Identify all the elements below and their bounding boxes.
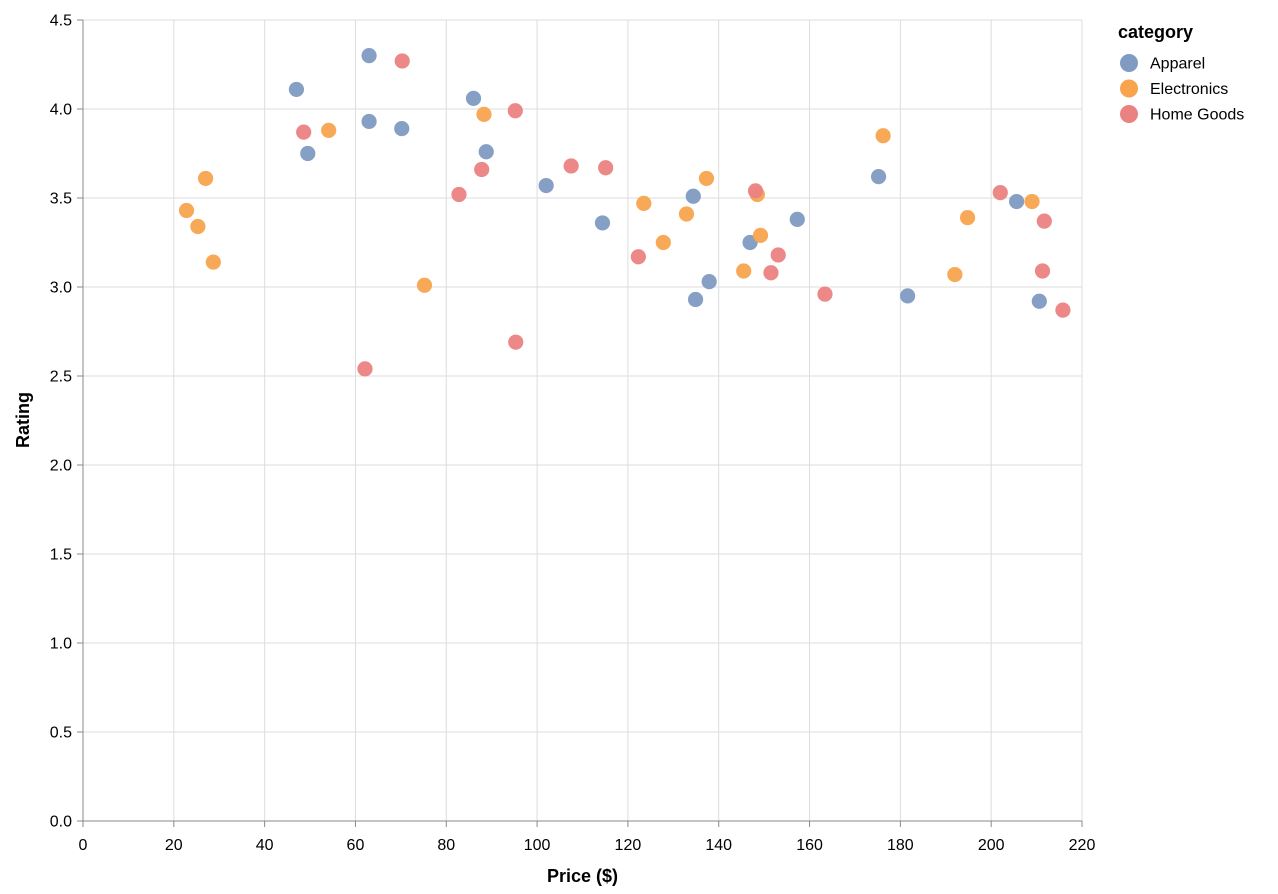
data-point xyxy=(959,209,976,226)
y-tick-label: 2.5 xyxy=(50,369,72,386)
data-points xyxy=(178,48,1071,377)
data-point xyxy=(476,106,492,122)
data-point xyxy=(416,277,433,293)
y-tick-label: 3.0 xyxy=(50,280,72,297)
legend-label: Apparel xyxy=(1150,56,1205,73)
x-tick-label: 140 xyxy=(705,837,732,854)
data-point xyxy=(465,90,482,106)
data-point xyxy=(1024,193,1040,210)
data-point xyxy=(563,158,579,174)
y-tick-label: 0.0 xyxy=(50,814,72,831)
data-point xyxy=(296,124,312,140)
data-point xyxy=(300,145,316,162)
x-tick-label: 200 xyxy=(978,837,1005,854)
x-tick-label: 60 xyxy=(347,837,365,854)
y-tick-label: 4.0 xyxy=(50,102,72,119)
legend: category Apparel Electronics Home Goods xyxy=(1118,22,1244,124)
x-tick-label: 100 xyxy=(524,837,551,854)
data-point xyxy=(789,211,805,227)
x-axis-title: Price ($) xyxy=(547,866,618,886)
legend-symbol xyxy=(1120,54,1138,72)
data-point xyxy=(678,206,695,222)
axes: 0 20 40 60 80 100 120 140 160 180 200 220 0.0 0.5 1.0 1… xyxy=(50,13,1096,855)
x-tick-label: 160 xyxy=(796,837,823,854)
legend-symbol xyxy=(1120,105,1138,123)
x-tick-label: 120 xyxy=(615,837,642,854)
y-tick-label: 4.5 xyxy=(50,13,72,30)
data-point xyxy=(747,183,764,199)
y-tick-label: 3.5 xyxy=(50,191,72,208)
x-tick-label: 220 xyxy=(1069,837,1096,854)
data-point xyxy=(817,286,833,302)
x-tick-label: 40 xyxy=(256,837,274,854)
data-point xyxy=(1036,213,1052,229)
y-tick-label: 1.0 xyxy=(50,636,72,653)
data-point xyxy=(357,361,373,377)
data-point xyxy=(636,195,652,211)
data-point xyxy=(687,291,704,308)
data-point xyxy=(478,144,494,160)
data-point xyxy=(1034,263,1051,279)
data-point xyxy=(178,202,195,219)
data-point xyxy=(361,48,377,64)
data-point xyxy=(288,81,305,98)
data-point xyxy=(507,103,523,119)
y-tick-label: 1.5 xyxy=(50,547,72,564)
x-tick-label: 80 xyxy=(437,837,455,854)
data-point xyxy=(538,177,554,194)
data-point xyxy=(685,188,701,204)
data-point xyxy=(698,170,715,187)
y-axis-title: Rating xyxy=(13,392,33,448)
data-point xyxy=(1055,302,1071,318)
data-point xyxy=(701,274,717,290)
legend-label: Home Goods xyxy=(1150,107,1244,124)
data-point xyxy=(394,120,410,137)
data-point xyxy=(508,334,524,350)
data-point xyxy=(474,161,490,178)
data-point xyxy=(1009,193,1025,210)
data-point xyxy=(900,288,916,304)
x-tick-label: 20 xyxy=(165,837,183,854)
legend-symbol xyxy=(1120,79,1138,98)
y-tick-label: 2.0 xyxy=(50,458,72,475)
data-point xyxy=(361,113,377,130)
data-point xyxy=(630,249,646,265)
data-point xyxy=(752,227,769,243)
y-tick-label: 0.5 xyxy=(50,725,72,742)
data-point xyxy=(763,265,779,281)
grid xyxy=(82,19,1083,822)
data-point xyxy=(190,218,206,235)
data-point xyxy=(451,186,467,203)
x-tick-label: 180 xyxy=(887,837,914,854)
data-point xyxy=(736,263,752,279)
data-point xyxy=(870,169,887,185)
data-point xyxy=(947,266,963,283)
data-point xyxy=(598,160,614,176)
data-point xyxy=(198,170,214,187)
data-point xyxy=(205,254,221,270)
data-point xyxy=(321,122,337,138)
data-point xyxy=(875,128,891,144)
legend-label: Electronics xyxy=(1150,81,1228,98)
data-point xyxy=(394,53,410,69)
data-point xyxy=(770,247,786,263)
data-point xyxy=(594,215,611,231)
data-point xyxy=(992,185,1008,201)
legend-title: category xyxy=(1118,22,1193,42)
data-point xyxy=(655,234,671,251)
data-point xyxy=(1031,293,1047,309)
x-tick-label: 0 xyxy=(79,837,88,854)
